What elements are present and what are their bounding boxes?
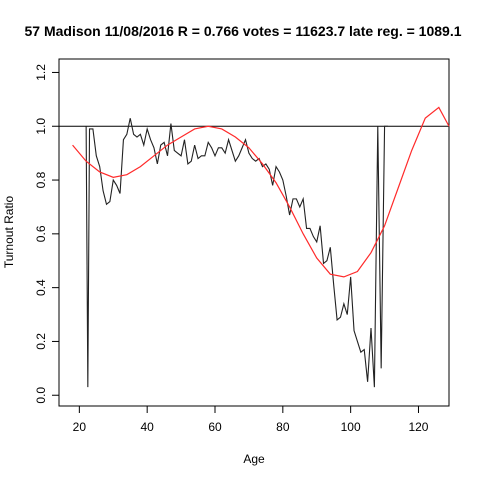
y-axis: 0.0 0.2 0.4 0.6 0.8 1.0 1.2 xyxy=(34,64,60,404)
x-tick-label: 40 xyxy=(140,420,154,434)
y-tick-label: 0.4 xyxy=(34,279,48,296)
x-tick-label: 80 xyxy=(276,420,290,434)
plot-area xyxy=(58,58,450,407)
y-axis-label: Turnout Ratio xyxy=(2,196,16,269)
y-tick-label: 1.2 xyxy=(34,64,48,81)
x-tick-label: 60 xyxy=(208,420,222,434)
y-tick-label: 0.6 xyxy=(34,225,48,242)
x-tick-label: 100 xyxy=(341,420,361,434)
plot-frame xyxy=(58,58,450,407)
fitted-curve-line xyxy=(72,106,450,278)
x-tick-label: 20 xyxy=(73,420,87,434)
observed-turnout-line xyxy=(85,118,388,388)
x-tick-label: 120 xyxy=(408,420,428,434)
x-axis-label: Age xyxy=(243,452,265,466)
y-tick-label: 0.2 xyxy=(34,333,48,350)
y-tick-label: 0.8 xyxy=(34,171,48,188)
x-axis: 20 40 60 80 100 120 xyxy=(73,405,429,434)
y-tick-label: 1.0 xyxy=(34,118,48,135)
chart-title: 57 Madison 11/08/2016 R = 0.766 votes = … xyxy=(24,23,461,39)
y-tick-label: 0.0 xyxy=(34,387,48,404)
